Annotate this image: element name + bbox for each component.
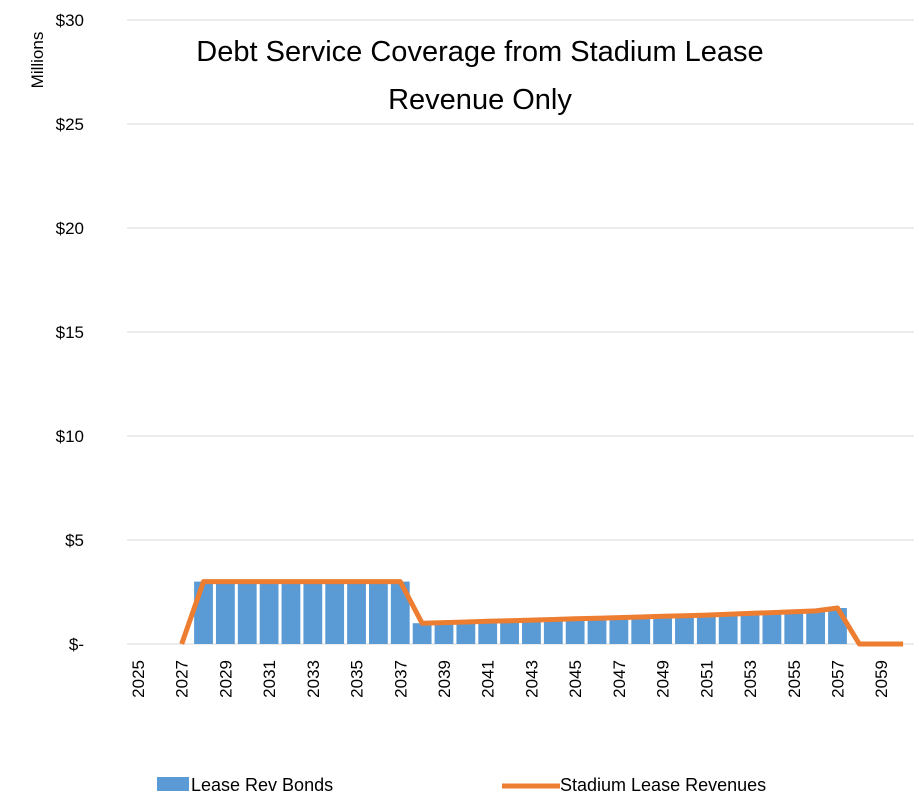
- x-tick-label: 2047: [610, 660, 629, 698]
- x-tick-label: 2027: [173, 660, 192, 698]
- bar: [609, 617, 629, 644]
- bar: [696, 615, 716, 644]
- y-tick-label: $10: [56, 427, 84, 446]
- bar: [215, 581, 235, 644]
- y-axis: $- $5 $10 $15 $20 $25 $30: [56, 11, 84, 654]
- bar: [740, 613, 760, 644]
- x-tick-label: 2051: [697, 660, 716, 698]
- bar: [587, 618, 607, 644]
- chart-title-line-1: Debt Service Coverage from Stadium Lease: [196, 36, 763, 68]
- x-tick-label: 2053: [741, 660, 760, 698]
- x-tick-label: 2033: [304, 660, 323, 698]
- bar: [369, 581, 388, 644]
- x-tick-label: 2049: [654, 660, 673, 698]
- bar: [653, 616, 672, 644]
- y-tick-label: $15: [56, 323, 84, 342]
- bar: [565, 618, 585, 644]
- bar: [631, 616, 651, 644]
- x-tick-label: 2039: [435, 660, 454, 698]
- line-stadium-lease-revenues: [179, 579, 904, 647]
- bar: [478, 621, 498, 644]
- bar: [325, 581, 345, 644]
- bar: [828, 608, 847, 644]
- bar: [237, 581, 257, 644]
- chart-title-line-2: Revenue Only: [388, 84, 572, 116]
- legend: Lease Rev Bonds Stadium Lease Revenues: [157, 775, 766, 795]
- bar: [412, 623, 432, 644]
- y-tick-label: $5: [65, 531, 84, 550]
- legend-swatch-lease-rev-bonds: [157, 777, 189, 791]
- y-axis-title: Millions: [28, 32, 47, 89]
- bar: [762, 612, 782, 644]
- bar: [434, 622, 454, 644]
- y-tick-label: $25: [56, 115, 84, 134]
- bar: [718, 614, 738, 644]
- x-tick-label: 2043: [522, 660, 541, 698]
- bar: [303, 581, 323, 644]
- x-tick-label: 2037: [391, 660, 410, 698]
- x-tick-label: 2059: [872, 660, 891, 698]
- legend-label-lease-rev-bonds: Lease Rev Bonds: [191, 775, 333, 795]
- x-tick-label: 2057: [828, 660, 847, 698]
- bar: [675, 615, 694, 644]
- x-tick-label: 2031: [260, 660, 279, 698]
- gridlines: [127, 19, 914, 645]
- x-tick-label: 2041: [479, 660, 498, 698]
- bar: [784, 611, 804, 644]
- bar: [543, 619, 563, 644]
- line-series: [179, 579, 904, 647]
- bar-series: [194, 581, 847, 644]
- y-tick-label: $-: [69, 635, 84, 654]
- y-tick-label: $30: [56, 11, 84, 30]
- bar: [194, 581, 213, 644]
- x-tick-label: 2025: [129, 660, 148, 698]
- bar: [390, 581, 410, 644]
- legend-label-stadium-lease-revenues: Stadium Lease Revenues: [560, 775, 766, 795]
- x-tick-label: 2029: [216, 660, 235, 698]
- bar: [347, 581, 366, 644]
- bar: [500, 620, 519, 644]
- bar: [806, 610, 826, 644]
- x-tick-label: 2035: [348, 660, 367, 698]
- bar: [522, 620, 541, 644]
- y-tick-label: $20: [56, 219, 84, 238]
- bar: [281, 581, 301, 644]
- x-tick-label: 2045: [566, 660, 585, 698]
- bar: [456, 621, 476, 644]
- bar: [259, 581, 279, 644]
- x-tick-label: 2055: [785, 660, 804, 698]
- x-axis: 2025 2027 2029 2031 2033 2035 2037 2039 2041 2043…: [129, 660, 891, 698]
